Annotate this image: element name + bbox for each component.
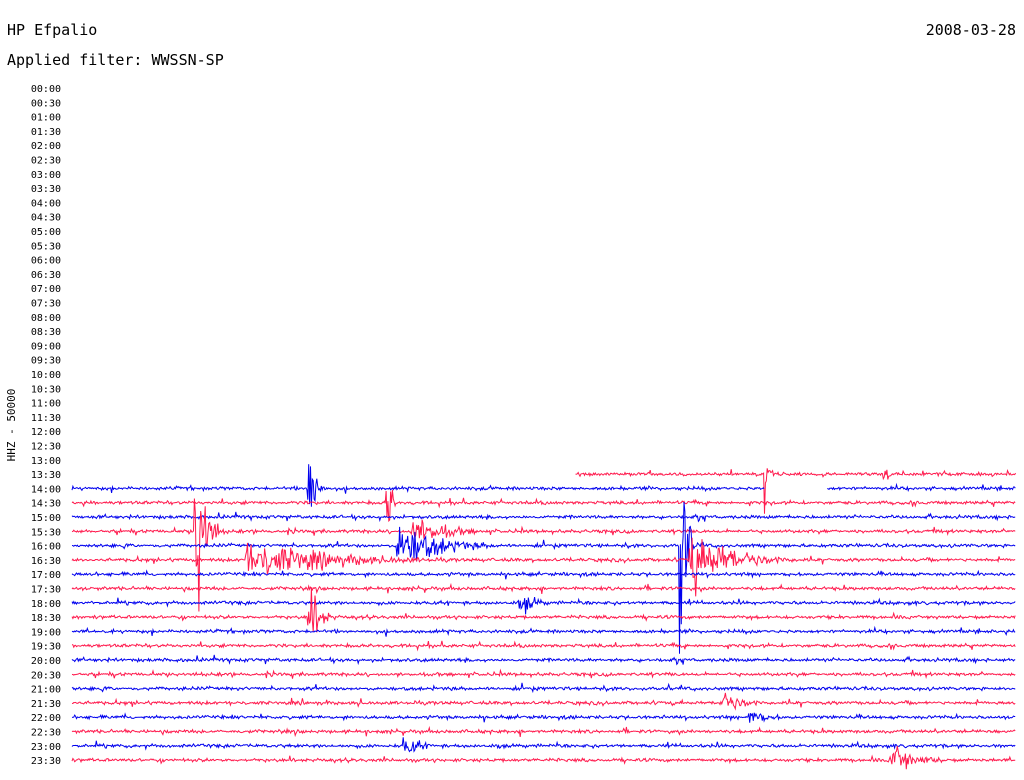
row-label: 19:00 <box>31 627 61 638</box>
row-label: 20:00 <box>31 656 61 667</box>
trace-row-1600-seg0 <box>71 501 1016 654</box>
row-label: 06:30 <box>31 270 61 281</box>
row-label: 08:00 <box>31 313 61 324</box>
trace-row-2300-seg0 <box>71 737 1016 753</box>
row-label: 12:30 <box>31 442 61 453</box>
trace-row-2230-seg0 <box>71 725 1016 738</box>
row-labels: 00:00 00:30 01:00 01:30 02:00 02:30 03:00 03:30… <box>31 84 61 767</box>
trace-row-1430-seg0 <box>71 489 1016 523</box>
row-label: 00:30 <box>31 98 61 109</box>
row-label: 04:30 <box>31 213 61 224</box>
row-label: 21:30 <box>31 699 61 710</box>
row-label: 10:30 <box>31 384 61 395</box>
trace-row-1930-seg0 <box>71 640 1016 652</box>
row-label: 11:30 <box>31 413 61 424</box>
row-label: 18:00 <box>31 599 61 610</box>
trace-row-1800-seg0 <box>71 597 1016 615</box>
trace-row-1630-seg0 <box>71 537 1016 597</box>
row-label: 09:00 <box>31 341 61 352</box>
station-name: HP Efpalio <box>7 21 98 39</box>
row-label: 16:30 <box>31 556 61 567</box>
row-label: 03:00 <box>31 170 61 181</box>
row-label: 09:30 <box>31 356 61 367</box>
row-label: 14:30 <box>31 499 61 510</box>
applied-filter: Applied filter: WWSSN-SP <box>7 51 224 69</box>
trace-row-1330-seg0 <box>575 468 1017 514</box>
row-label: 07:00 <box>31 284 61 295</box>
row-label: 16:00 <box>31 542 61 553</box>
row-label: 17:00 <box>31 570 61 581</box>
row-label: 19:30 <box>31 642 61 653</box>
row-label: 04:00 <box>31 198 61 209</box>
row-label: 05:30 <box>31 241 61 252</box>
row-label: 01:30 <box>31 127 61 138</box>
row-label: 12:00 <box>31 427 61 438</box>
row-label: 21:00 <box>31 685 61 696</box>
trace-row-2130-seg0 <box>71 692 1016 711</box>
trace-row-1730-seg0 <box>71 582 1016 595</box>
row-label: 13:30 <box>31 470 61 481</box>
trace-row-2100-seg0 <box>71 682 1016 694</box>
trace-row-1500-seg0 <box>71 511 1016 523</box>
row-label: 01:00 <box>31 113 61 124</box>
trace-row-2000-seg0 <box>71 654 1016 666</box>
row-label: 17:30 <box>31 585 61 596</box>
row-label: 22:00 <box>31 713 61 724</box>
row-label: 20:30 <box>31 670 61 681</box>
row-label: 10:00 <box>31 370 61 381</box>
trace-row-1830-seg0 <box>71 587 1016 633</box>
trace-row-2200-seg0 <box>71 712 1016 723</box>
row-label: 02:00 <box>31 141 61 152</box>
row-label: 14:00 <box>31 484 61 495</box>
row-label: 08:30 <box>31 327 61 338</box>
row-label: 18:30 <box>31 613 61 624</box>
row-label: 15:30 <box>31 527 61 538</box>
trace-row-1400-seg1 <box>827 482 1016 492</box>
row-label: 00:00 <box>31 84 61 95</box>
row-label: 15:00 <box>31 513 61 524</box>
record-date: 2008-03-28 <box>925 21 1016 39</box>
trace-row-1900-seg0 <box>71 625 1016 637</box>
row-label: 05:00 <box>31 227 61 238</box>
row-label: 02:30 <box>31 156 61 167</box>
row-label: 11:00 <box>31 399 61 410</box>
y-axis-label: HHZ - 50000 <box>5 389 18 462</box>
row-label: 13:00 <box>31 456 61 467</box>
row-label: 07:30 <box>31 299 61 310</box>
row-label: 03:30 <box>31 184 61 195</box>
trace-row-1400-seg0 <box>71 464 765 507</box>
row-label: 22:30 <box>31 728 61 739</box>
trace-row-1700-seg0 <box>71 569 1016 580</box>
row-label: 06:00 <box>31 256 61 267</box>
trace-row-2330-seg0 <box>71 746 1016 770</box>
trace-lines <box>71 464 1017 770</box>
trace-row-2030-seg0 <box>71 668 1016 680</box>
row-label: 23:30 <box>31 756 61 767</box>
row-label: 23:00 <box>31 742 61 753</box>
trace-row-1530-seg0 <box>71 498 1016 612</box>
